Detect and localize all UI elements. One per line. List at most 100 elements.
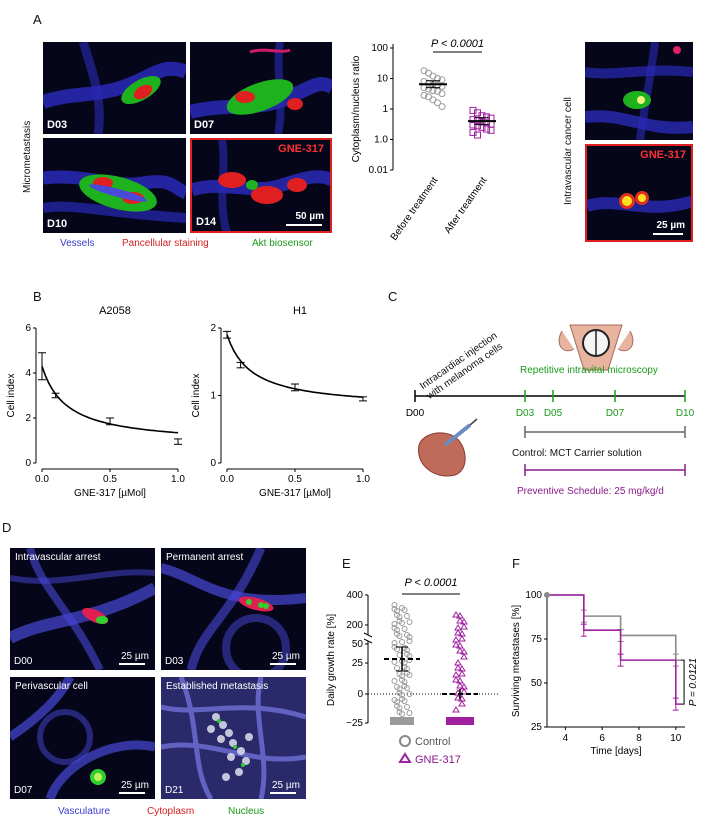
data-point-control: [406, 619, 413, 625]
d-image-intravascular-graphic: [10, 548, 155, 670]
legend-label-control: Control: [415, 736, 450, 748]
x-tick-label: 1.0: [356, 474, 370, 485]
y-tick-label: 0: [357, 689, 363, 700]
y-tick-label: 0: [25, 458, 31, 469]
d-image-perivascular-graphic: [10, 677, 155, 799]
significance-bracket: [681, 659, 685, 705]
legend-cytoplasm: Cytoplasm: [147, 806, 195, 817]
schedule-diagram: D00 D03 D05 D07 D10: [406, 324, 695, 477]
data-point-after: [469, 116, 477, 124]
control-schedule-label: Control: MCT Carrier solution: [512, 448, 642, 459]
gne-tag: GNE-317: [278, 143, 324, 155]
x-tick-label: 4: [563, 733, 569, 744]
chart-daily-growth: 400 200 50 25 0 −25 Daily growth rate [%] P < 0…: [326, 577, 500, 766]
data-point-gne: [458, 670, 466, 677]
chart-title: A2058: [99, 305, 131, 317]
data-point-before: [434, 75, 441, 82]
data-point-control: [396, 709, 403, 715]
data-point-gne: [454, 629, 462, 636]
y-tick-label: 25: [531, 722, 543, 733]
x-tick-label: 6: [599, 733, 605, 744]
y-tick-label: 100: [371, 43, 388, 54]
d-image-established: Established metastasis D21 25 µm: [161, 677, 306, 799]
d-scale-label-2: 25 µm: [272, 651, 300, 662]
mouse-head-icon: [558, 324, 634, 371]
d-scale-bar-3: [119, 792, 145, 794]
d-tile-title-2: Permanent arrest: [166, 552, 244, 563]
data-point-gne: [452, 671, 460, 678]
tile-label-d03: D03: [47, 119, 68, 131]
survival-curve-control: [547, 594, 682, 661]
data-point-before: [438, 76, 446, 84]
syringe-organ-icon: [418, 418, 478, 477]
y-tick-label: 400: [346, 590, 363, 601]
d-tile-title-4: Established metastasis: [166, 681, 269, 692]
legend-marker-control: [399, 735, 411, 747]
data-point-gne: [456, 617, 464, 624]
x-tick-label: 1.0: [171, 474, 185, 485]
data-point-gne: [460, 618, 468, 625]
data-point-control: [394, 631, 400, 637]
y-tick-label: 1: [210, 391, 216, 402]
panel-letter-e: E: [342, 556, 351, 571]
tile-label-d14: D14: [196, 216, 217, 228]
timeline-day-label: D00: [406, 408, 425, 419]
data-point-control: [391, 625, 398, 631]
y-tick-label: 4: [25, 368, 31, 379]
data-point-control: [404, 704, 410, 710]
tile-label-d07: D07: [194, 119, 215, 131]
y-tick-label: 25: [352, 658, 364, 669]
y-axis-label: Cell index: [191, 374, 202, 418]
data-point-before: [438, 90, 446, 98]
x-category-label: After treatment: [443, 175, 490, 236]
data-point-control: [394, 665, 400, 671]
panel-letter-b: B: [33, 289, 42, 304]
micro-image-d03-graphic: [43, 42, 186, 134]
d-scale-label-4: 25 µm: [272, 780, 300, 791]
d-tile-title-1: Intravascular arrest: [15, 552, 101, 563]
data-point-gne: [452, 641, 460, 648]
data-point-control: [391, 640, 398, 646]
legend-pancellular: Pancellular staining: [122, 238, 209, 249]
d-tile-day-1: D00: [14, 656, 33, 667]
data-point-gne: [456, 682, 464, 689]
data-point-before: [420, 91, 428, 99]
tile-label-d10: D10: [47, 218, 68, 230]
data-point-control: [394, 684, 400, 690]
timeline-day-label: D03: [516, 408, 535, 419]
y-axis-label: Daily growth rate [%]: [326, 614, 337, 706]
data-point-gne: [460, 623, 468, 630]
data-point-control: [391, 678, 398, 684]
y-axis-label: Surviving metastases [%]: [511, 605, 522, 717]
legend-vasculature: Vasculature: [58, 806, 111, 817]
timeline-day-label: D07: [606, 408, 625, 419]
chart-a2058: A2058 0 2 4 6 0.0 0.5 1.0 GNE-317 [µMol] Cell ind…: [6, 305, 185, 499]
y-tick-label: 1.0: [374, 135, 388, 146]
data-point-control: [391, 602, 398, 608]
x-axis-label: GNE-317 [µMol]: [259, 488, 331, 499]
intravascular-label: Intravascular cancer cell: [563, 97, 574, 205]
legend-akt: Akt biosensor: [252, 238, 313, 249]
axis-break: [363, 638, 373, 644]
survival-curve-gne: [547, 594, 682, 705]
y-axis-label: Cell index: [6, 374, 17, 418]
d-scale-bar-2: [270, 663, 296, 665]
y-tick-label: 0: [210, 458, 216, 469]
timeline-day-label: D10: [676, 408, 695, 419]
d-tile-day-2: D03: [165, 656, 184, 667]
micro-image-d03: D03: [43, 42, 186, 134]
legend-vessels: Vessels: [60, 238, 95, 249]
d-scale-bar-1: [119, 663, 145, 665]
data-point-gne: [452, 706, 460, 713]
data-point-control: [399, 605, 405, 611]
data-point-before: [438, 103, 446, 111]
data-point-before: [434, 99, 441, 107]
data-point-control: [404, 651, 410, 657]
data-point-control: [406, 638, 413, 644]
imaging-label: Repetitive intravital microscopy: [520, 365, 658, 376]
data-point-gne: [452, 676, 460, 683]
y-tick-label: 2: [25, 413, 31, 424]
d-scale-label-1: 25 µm: [121, 651, 149, 662]
axis-break: [363, 632, 373, 638]
data-point-gne: [458, 700, 466, 707]
